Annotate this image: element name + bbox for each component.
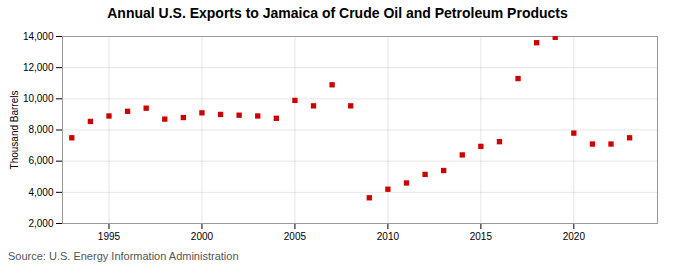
- html-text:Source: U.S. Energy Informatio: Source: U.S. Energy Information Administ…: [8, 250, 239, 262]
- svg-text:2,000: 2,000: [28, 218, 53, 229]
- svg-text:Thousand Barrels: Thousand Barrels: [9, 91, 20, 170]
- svg-text:2020: 2020: [563, 231, 586, 242]
- svg-text:12,000: 12,000: [23, 62, 54, 73]
- svg-text:2010: 2010: [377, 231, 400, 242]
- svg-text:10,000: 10,000: [23, 93, 54, 104]
- svg-text:14,000: 14,000: [23, 31, 54, 42]
- svg-text:2005: 2005: [284, 231, 307, 242]
- html-text:Annual U.S. Exports to Jamaica: Annual U.S. Exports to Jamaica of Crude …: [107, 5, 568, 21]
- svg-text:2015: 2015: [470, 231, 493, 242]
- svg-text:6,000: 6,000: [28, 155, 53, 166]
- svg-text:2000: 2000: [191, 231, 214, 242]
- svg-text:8,000: 8,000: [28, 124, 53, 135]
- svg-text:1995: 1995: [98, 231, 121, 242]
- svg-text:4,000: 4,000: [28, 187, 53, 198]
